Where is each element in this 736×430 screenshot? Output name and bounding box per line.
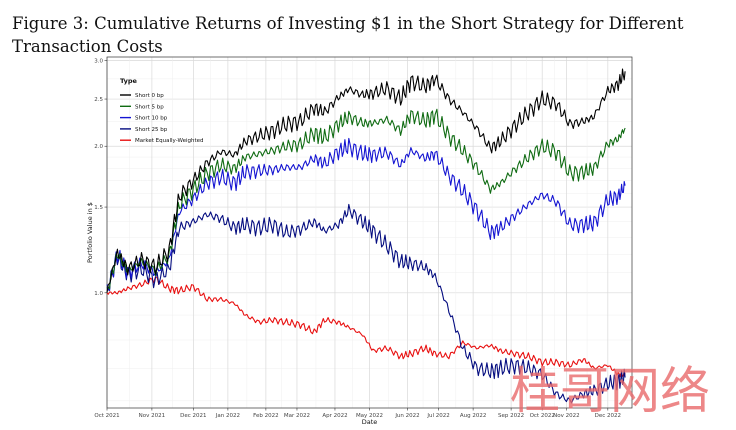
x-tick-label: Sep 2022 [498, 413, 524, 419]
y-axis: 1.0 1.5 2.0 2.5 3.0 [94, 58, 107, 297]
x-tick-label: Oct 2022 [530, 413, 555, 419]
y-axis-title: Portfolio Value in $ [86, 202, 94, 263]
legend-item-label: Short 5 bp [135, 104, 164, 110]
x-tick-label: Oct 2021 [94, 413, 119, 419]
series-line-4 [106, 276, 626, 378]
y-tick-label: 3.0 [94, 58, 103, 64]
legend-item-label: Short 10 bp [135, 116, 168, 122]
legend-title: Type [120, 77, 138, 85]
series-line-3 [106, 203, 626, 404]
y-tick-label: 1.0 [94, 291, 103, 297]
x-axis-title: Date [362, 418, 378, 426]
legend-item-label: Short 0 bp [135, 93, 164, 99]
x-axis: Oct 2021 Nov 2021 Dec 2021 Jan 2022 Feb 2022… [94, 408, 621, 419]
y-tick-label: 2.0 [94, 144, 103, 150]
watermark: 桂哥网络 [510, 362, 710, 420]
x-tick-label: Dec 2021 [180, 413, 206, 419]
series-line-2 [106, 137, 626, 292]
grid [106, 57, 632, 408]
x-tick-label: Aug 2022 [460, 413, 487, 419]
figure-caption: Figure 3: Cumulative Returns of Investin… [12, 14, 684, 56]
x-tick-label: Dec 2022 [595, 413, 621, 419]
x-tick-label: Jun 2022 [394, 413, 419, 419]
legend-item-label: Market Equally-Weighted [135, 138, 204, 144]
series-line-0 [106, 68, 626, 293]
series-lines [106, 68, 626, 404]
x-tick-label: Jan 2022 [215, 413, 240, 419]
legend: Type Short 0 bp Short 5 bp Short 10 bp Shor… [120, 77, 204, 144]
x-tick-label: Apr 2022 [322, 413, 347, 419]
y-tick-label: 2.5 [94, 97, 103, 103]
legend-item-label: Short 25 bp [135, 127, 168, 133]
x-tick-label: Nov 2021 [139, 413, 165, 419]
x-tick-label: Nov 2022 [553, 413, 579, 419]
x-tick-label: Mar 2022 [284, 413, 310, 419]
y-tick-label: 1.5 [94, 205, 103, 211]
x-tick-label: May 2022 [356, 413, 383, 419]
series-line-1 [106, 108, 626, 290]
x-tick-label: Feb 2022 [253, 413, 278, 419]
x-tick-label: Jul 2022 [426, 413, 449, 419]
